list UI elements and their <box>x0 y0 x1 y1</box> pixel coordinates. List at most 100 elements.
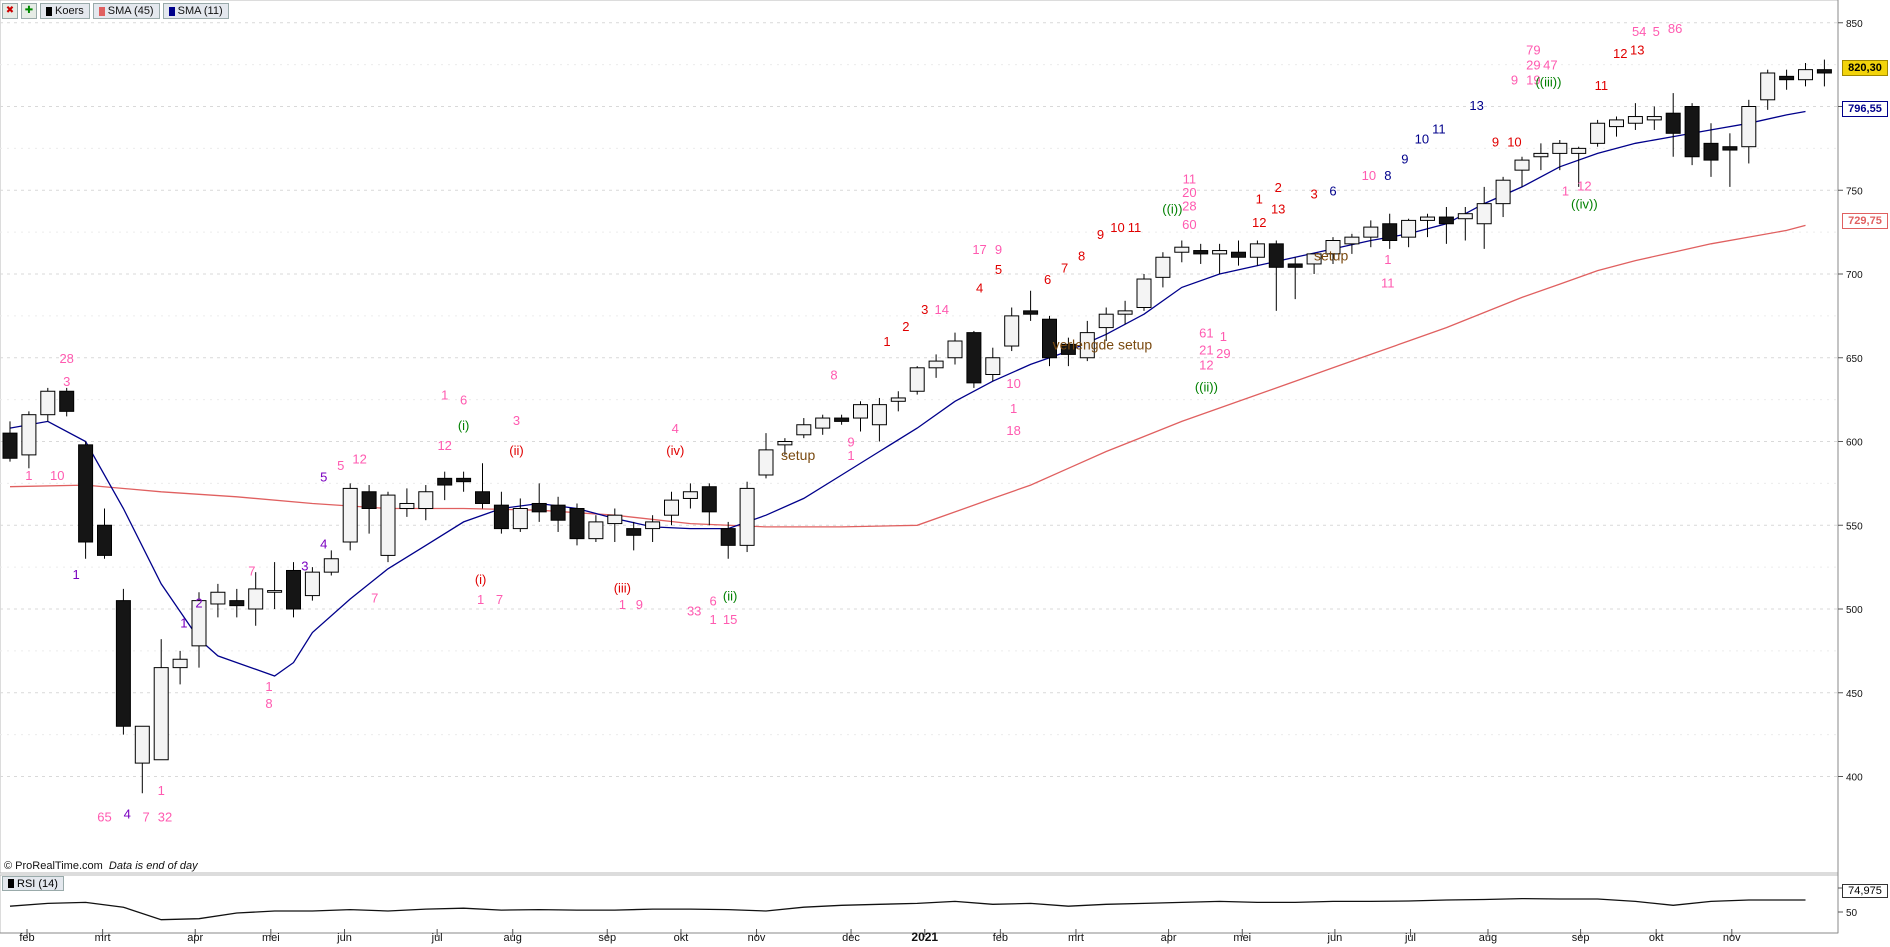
wave-label: 18 <box>1006 423 1020 438</box>
credit-note: Data is end of day <box>108 860 198 872</box>
wave-label: 3 <box>63 374 70 389</box>
legend-sma45-label: SMA (45) <box>107 5 154 17</box>
candle <box>342 483 358 551</box>
wave-label: 1 <box>1256 192 1263 207</box>
legend-sma11[interactable]: SMA (11) <box>162 3 229 19</box>
candle-body <box>1684 106 1700 158</box>
wave-label: (ii) <box>723 589 737 604</box>
candle-body <box>1665 112 1681 134</box>
candle-body <box>890 397 906 402</box>
candle <box>1760 69 1776 110</box>
legend-sma45[interactable]: SMA (45) <box>92 3 160 19</box>
wave-label: 15 <box>723 612 737 627</box>
wave-label: 60 <box>1182 217 1196 232</box>
candle-body <box>588 521 604 540</box>
wave-label: (i) <box>458 418 470 433</box>
candle <box>361 485 377 534</box>
candle-body <box>1703 142 1719 161</box>
candle <box>172 650 188 685</box>
add-icon[interactable]: ✚ <box>21 3 37 19</box>
candle-body <box>153 667 169 761</box>
rsi-panel-frame <box>0 874 1839 934</box>
candle-body <box>1155 256 1171 278</box>
candle-body <box>418 491 434 509</box>
candle-body <box>626 528 642 536</box>
candle <box>815 414 831 435</box>
candle-body <box>267 590 283 593</box>
wave-label: 1 <box>1010 401 1017 416</box>
candle-body <box>815 417 831 429</box>
candle-body <box>399 502 415 510</box>
candle-body <box>2 432 18 459</box>
wave-label: verlengde setup <box>1053 336 1153 352</box>
wave-label: 5 <box>1653 24 1660 39</box>
wave-label: 65 <box>97 810 111 825</box>
y-axis: 40045050055060065070075080085050100 <box>1837 0 1863 933</box>
x-tick-label: feb <box>993 932 1008 944</box>
candle-body <box>1079 332 1095 359</box>
y-tick-label: 400 <box>1846 773 1863 784</box>
candle <box>1193 243 1209 264</box>
wave-label: 8 <box>1078 249 1085 264</box>
rsi-tick-label: 50 <box>1846 908 1858 919</box>
candle <box>40 387 56 422</box>
wave-label: 61 <box>1199 326 1213 341</box>
candle <box>1325 237 1341 264</box>
candle <box>115 588 131 735</box>
candle <box>1174 240 1190 263</box>
candle <box>588 515 604 542</box>
candle <box>1627 103 1643 130</box>
wave-label: 11 <box>1595 78 1609 93</box>
wave-label: 13 <box>1630 43 1644 58</box>
candle-body <box>21 414 37 456</box>
candle <box>304 567 320 601</box>
candle-body <box>1552 142 1568 154</box>
x-tick-label: okt <box>674 932 689 944</box>
candle <box>1079 320 1095 362</box>
candle-body <box>720 528 736 546</box>
y-tick-label: 600 <box>1846 438 1863 449</box>
candle <box>1552 140 1568 171</box>
candle <box>493 491 509 534</box>
wave-label: 7 <box>1061 260 1068 275</box>
candle-body <box>361 491 377 509</box>
candle <box>664 491 679 526</box>
candle <box>1117 300 1133 325</box>
candle <box>323 550 339 576</box>
candle-body <box>1174 246 1190 253</box>
candle <box>1363 220 1379 248</box>
candle-body <box>1382 223 1398 241</box>
close-icon[interactable]: ✖ <box>2 3 18 19</box>
wave-label: 11 <box>1381 275 1395 290</box>
x-tick-label: apr <box>187 932 203 944</box>
candle-body <box>1627 116 1643 124</box>
wave-label: 13 <box>1469 98 1483 113</box>
wave-label: 3 <box>513 413 520 428</box>
candle <box>286 562 301 618</box>
wave-label: 11 <box>1183 172 1197 187</box>
candle <box>1382 213 1398 249</box>
y-tick-label: 650 <box>1846 354 1863 365</box>
x-tick-label: dec <box>842 932 860 944</box>
x-tick-label: nov <box>748 932 766 944</box>
candle <box>1401 218 1417 248</box>
sma45-badge: 729,75 <box>1842 213 1888 229</box>
wave-label: setup <box>1314 248 1348 264</box>
legend-rsi[interactable]: RSI (14) <box>2 876 64 891</box>
last-price-badge: 820,30 <box>1842 60 1888 76</box>
candle-body <box>229 600 245 607</box>
wave-label: 1 <box>883 334 890 349</box>
legend-koers[interactable]: Koers <box>40 3 90 19</box>
wave-label: 4 <box>320 537 327 552</box>
candle-body <box>1476 203 1492 225</box>
candle <box>1060 337 1076 367</box>
candle <box>1533 143 1549 171</box>
wave-label: 7 <box>371 590 378 605</box>
candle <box>1042 315 1057 367</box>
candle-body <box>1533 152 1549 158</box>
wave-label: 11 <box>1432 121 1446 136</box>
candle <box>1004 307 1020 352</box>
candle-body <box>985 357 1001 375</box>
candle <box>626 521 642 551</box>
